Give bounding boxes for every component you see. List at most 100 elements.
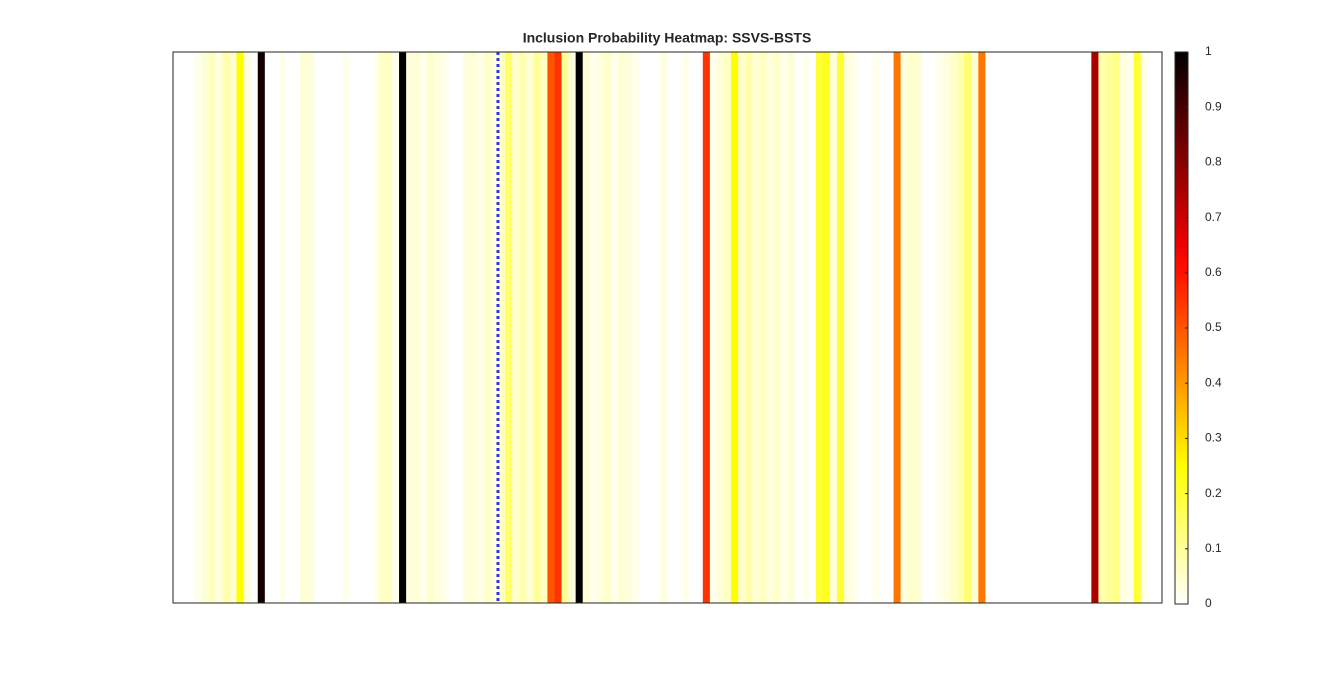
- heatmap-cell: [625, 52, 633, 603]
- heatmap-cell: [293, 52, 301, 603]
- heatmap-cell: [250, 52, 259, 603]
- heatmap-cell: [420, 52, 428, 603]
- heatmap-cell: [1056, 52, 1064, 603]
- heatmap-cell: [999, 52, 1007, 603]
- heatmap-cell: [1077, 52, 1085, 603]
- heatmap-cell: [264, 52, 273, 603]
- heatmap-cell: [321, 52, 329, 603]
- heatmap-cell: [653, 52, 661, 603]
- heatmap-cell: [1070, 52, 1078, 603]
- colorbar-tick-label: 0: [1205, 596, 1212, 610]
- heatmap-cell: [229, 52, 237, 603]
- heatmap-cell: [1091, 52, 1099, 603]
- heatmap-cell: [328, 52, 336, 603]
- heatmap-cell: [271, 52, 280, 603]
- heatmap-cell: [851, 52, 859, 603]
- heatmap-cell: [808, 52, 817, 603]
- heatmap-cell: [180, 52, 188, 603]
- heatmap-cell: [1133, 52, 1142, 603]
- heatmap-cell: [1006, 52, 1015, 603]
- heatmap-cell: [1041, 52, 1050, 603]
- heatmap-cell: [681, 52, 690, 603]
- heatmap-cell: [950, 52, 958, 603]
- heatmap-cell: [801, 52, 810, 603]
- heatmap-cell: [1048, 52, 1057, 603]
- heatmap-cell: [1027, 52, 1036, 603]
- heatmap-cell: [286, 52, 294, 603]
- heatmap-cell: [794, 52, 803, 603]
- heatmap-cell: [886, 52, 894, 603]
- heatmap-cell: [900, 52, 909, 603]
- heatmap-cell: [815, 52, 824, 603]
- heatmap-cell: [194, 52, 202, 603]
- heatmap-cell: [314, 52, 322, 603]
- heatmap-cell: [837, 52, 845, 603]
- heatmap-cell: [822, 52, 831, 603]
- heatmap-cell: [1084, 52, 1092, 603]
- colorbar-tick-label: 0.1: [1205, 541, 1222, 555]
- heatmap-cell: [300, 52, 308, 603]
- heatmap-cell: [618, 52, 626, 603]
- heatmap-cell: [208, 52, 216, 603]
- heatmap-cell: [243, 52, 252, 603]
- heatmap-cell: [349, 52, 358, 603]
- heatmap-cell: [759, 52, 767, 603]
- heatmap-cell: [971, 52, 979, 603]
- heatmap-cell: [992, 52, 1000, 603]
- heatmap-cell: [1112, 52, 1121, 603]
- heatmap-cell: [342, 52, 351, 603]
- heatmap-cell: [766, 52, 774, 603]
- heatmap-cell: [921, 52, 930, 603]
- heatmap-cell: [780, 52, 788, 603]
- heatmap-cell: [1098, 52, 1106, 603]
- heatmap-cell: [702, 52, 711, 603]
- heatmap-cell: [307, 52, 315, 603]
- heatmap-cell: [752, 52, 760, 603]
- heatmap-cell: [448, 52, 456, 603]
- heatmap-cell: [257, 52, 266, 603]
- heatmap-cell: [745, 52, 753, 603]
- heatmap-cell: [674, 52, 683, 603]
- heatmap-cell: [462, 52, 471, 603]
- heatmap-cell: [632, 52, 640, 603]
- heatmap-cell: [512, 52, 520, 603]
- heatmap-cell: [610, 52, 619, 603]
- heatmap-cell: [1020, 52, 1029, 603]
- heatmap-cell: [441, 52, 449, 603]
- heatmap-cell: [724, 52, 732, 603]
- heatmap-cell: [1119, 52, 1128, 603]
- heatmap-cell: [561, 52, 569, 603]
- heatmap-cell: [201, 52, 209, 603]
- heatmap-cell: [872, 52, 880, 603]
- colorbar-tick-label: 0.5: [1205, 320, 1222, 334]
- heatmap-cell: [476, 52, 485, 603]
- colorbar-tick-label: 1: [1205, 44, 1212, 58]
- heatmap-cell: [596, 52, 605, 603]
- heatmap-cell: [222, 52, 230, 603]
- heatmap-cell: [384, 52, 393, 603]
- colorbar-tick-label: 0.6: [1205, 265, 1222, 279]
- heatmap-cell: [356, 52, 365, 603]
- heatmap-cell: [377, 52, 386, 603]
- colorbar-tick-label: 0.8: [1205, 155, 1222, 169]
- heatmap-cell: [540, 52, 548, 603]
- heatmap-cell: [490, 52, 499, 603]
- colorbar-tick-label: 0.2: [1205, 486, 1222, 500]
- heatmap-cell: [370, 52, 379, 603]
- heatmap-cell: [879, 52, 887, 603]
- heatmap-cell: [1154, 52, 1163, 603]
- heatmap-cell: [943, 52, 951, 603]
- heatmap-cell: [469, 52, 478, 603]
- heatmap-cell: [335, 52, 343, 603]
- heatmap-cell: [709, 52, 718, 603]
- plot-frame: [172, 51, 1163, 604]
- heatmap-cell: [187, 52, 195, 603]
- heatmap-cell: [844, 52, 852, 603]
- heatmap-cell: [985, 52, 993, 603]
- heatmap-cell: [829, 52, 838, 603]
- heatmap-cell: [589, 52, 598, 603]
- heatmap-cell: [533, 52, 541, 603]
- heatmap-cell: [865, 52, 873, 603]
